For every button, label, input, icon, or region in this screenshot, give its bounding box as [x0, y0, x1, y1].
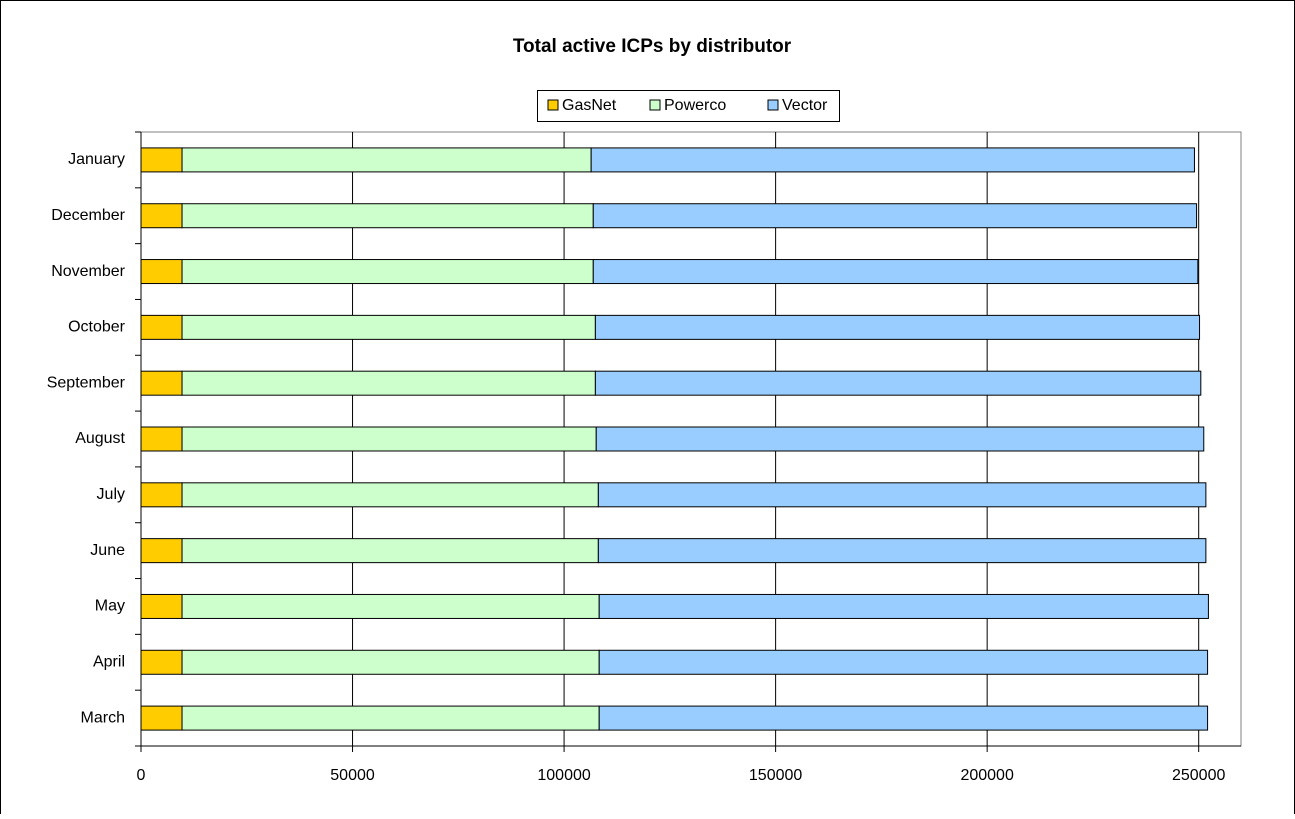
bar-segment: [140, 593, 183, 619]
y-tick-label: August: [75, 430, 125, 447]
bar-segment: [181, 259, 594, 285]
bar-segment: [140, 482, 183, 508]
bar-segment: [140, 370, 183, 396]
bar-segment: [181, 147, 592, 173]
y-tick-label: November: [51, 263, 125, 280]
bar-segment: [140, 259, 183, 285]
x-tick-label: 150000: [749, 767, 802, 784]
legend-label: Vector: [782, 97, 828, 114]
bar-segment: [181, 370, 596, 396]
x-tick-label: 250000: [1172, 767, 1225, 784]
bar-segment: [595, 426, 1205, 452]
legend-swatch: [767, 99, 779, 111]
bar-segment: [598, 649, 1209, 675]
y-tick-label: July: [97, 486, 125, 503]
bar-segment: [140, 203, 183, 229]
bar-segment: [140, 147, 183, 173]
bar-segment: [181, 705, 600, 731]
bar-segment: [181, 426, 597, 452]
legend-swatch: [547, 99, 559, 111]
bar-segment: [140, 649, 183, 675]
x-tick-label: 100000: [537, 767, 590, 784]
bar-segment: [140, 538, 183, 564]
bar-segment: [594, 370, 1202, 396]
y-tick-label: March: [81, 709, 125, 726]
y-tick-label: April: [93, 653, 125, 670]
x-tick-label: 0: [137, 767, 146, 784]
legend-swatch: [649, 99, 661, 111]
bar-segment: [181, 593, 600, 619]
bar-segment: [592, 259, 1199, 285]
chart-title: Total active ICPs by distributor: [513, 36, 792, 57]
bar-segment: [592, 203, 1198, 229]
y-tick-label: October: [68, 319, 126, 336]
y-tick-label: September: [47, 374, 126, 391]
bar-segment: [597, 482, 1207, 508]
legend-label: Powerco: [664, 97, 726, 114]
bar-segment: [181, 314, 596, 340]
x-tick-label: 200000: [960, 767, 1013, 784]
y-tick-label: June: [90, 542, 125, 559]
bar-segment: [594, 314, 1201, 340]
bar-segment: [597, 538, 1207, 564]
y-tick-label: January: [68, 151, 125, 168]
y-tick-label: May: [95, 598, 125, 615]
bar-segment: [590, 147, 1195, 173]
bar-segment: [140, 705, 183, 731]
bar-segment: [140, 426, 183, 452]
y-tick-label: December: [51, 207, 125, 224]
bar-segment: [181, 482, 599, 508]
bar-segment: [181, 649, 600, 675]
legend-box: [537, 90, 840, 122]
bar-segment: [598, 705, 1209, 731]
legend-label: GasNet: [562, 97, 617, 114]
bar-segment: [598, 593, 1209, 619]
bar-segment: [140, 314, 183, 340]
x-tick-label: 50000: [330, 767, 375, 784]
bar-segment: [181, 203, 594, 229]
bar-segment: [181, 538, 599, 564]
